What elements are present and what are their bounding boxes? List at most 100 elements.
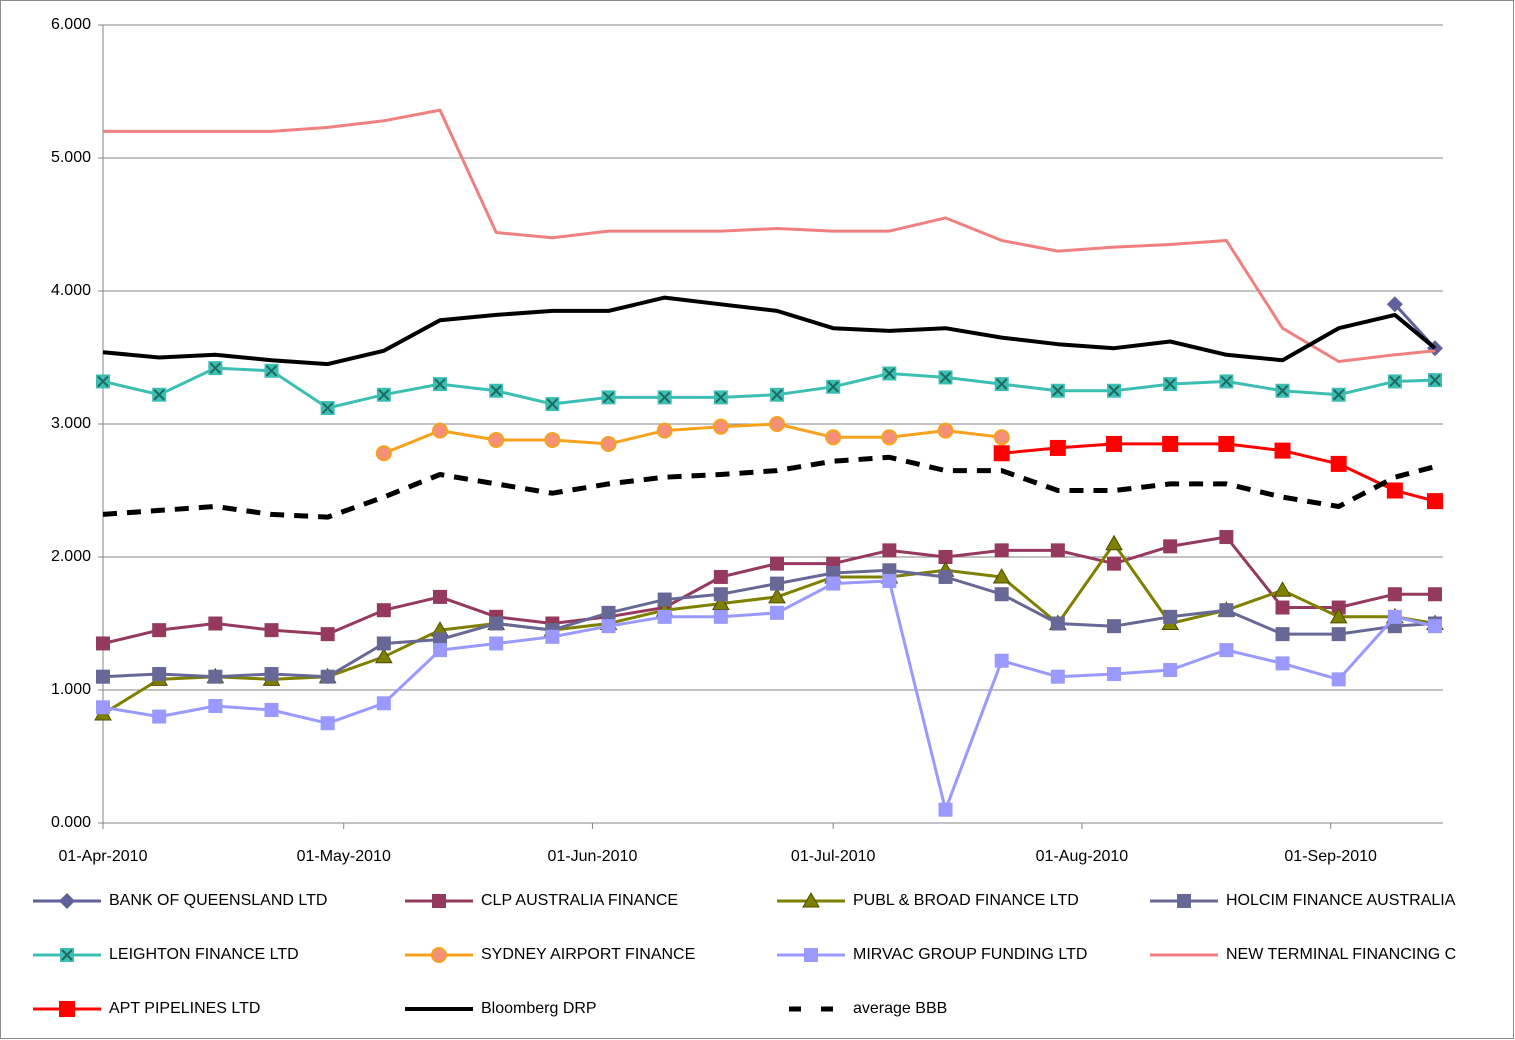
marker — [432, 894, 446, 908]
marker — [802, 891, 820, 908]
marker-cross — [1108, 385, 1120, 397]
marker — [881, 429, 898, 446]
marker — [152, 623, 167, 638]
marker — [320, 669, 335, 684]
marker — [264, 363, 279, 378]
marker — [1050, 383, 1065, 398]
marker — [1427, 587, 1442, 602]
marker — [938, 569, 953, 584]
marker — [1106, 435, 1123, 452]
marker — [375, 445, 392, 462]
marker-cross — [378, 389, 390, 401]
marker — [545, 397, 560, 412]
marker — [770, 556, 785, 571]
marker — [600, 435, 617, 452]
marker — [208, 361, 223, 376]
marker — [376, 636, 391, 651]
marker — [1050, 669, 1065, 684]
marker — [376, 387, 391, 402]
marker-cross — [490, 385, 502, 397]
marker — [1050, 543, 1065, 558]
marker-cross — [715, 391, 727, 404]
marker — [152, 387, 167, 402]
marker — [601, 605, 616, 620]
marker — [769, 416, 786, 432]
marker — [657, 390, 672, 405]
y-tick-label: 4.000 — [51, 282, 91, 299]
marker — [1107, 556, 1122, 571]
marker — [1107, 667, 1122, 682]
marker-cross — [1429, 374, 1441, 386]
marker — [208, 698, 223, 713]
marker — [374, 647, 393, 664]
marker — [376, 696, 391, 711]
marker — [770, 576, 785, 591]
marker — [1275, 627, 1290, 642]
marker — [882, 366, 897, 381]
marker — [601, 390, 616, 405]
marker — [1331, 387, 1346, 402]
marker — [1387, 609, 1402, 624]
x-tick-label: 01-Aug-2010 — [1036, 848, 1129, 865]
marker — [1107, 383, 1122, 398]
marker — [1219, 603, 1234, 618]
marker — [96, 700, 110, 715]
legend-label: Bloomberg DRP — [481, 1000, 597, 1017]
marker — [545, 629, 560, 644]
marker — [433, 632, 448, 647]
marker — [657, 609, 672, 624]
marker — [994, 543, 1009, 558]
legend-label: MIRVAC GROUP FUNDING LTD — [853, 946, 1087, 963]
marker — [1427, 373, 1442, 388]
marker — [1275, 656, 1290, 671]
marker — [59, 1001, 75, 1017]
marker-cross — [153, 389, 165, 401]
marker-cross — [546, 398, 559, 410]
marker — [713, 569, 728, 584]
marker — [489, 636, 504, 651]
marker — [320, 401, 335, 416]
series-line — [102, 295, 1437, 367]
marker — [1218, 435, 1235, 452]
marker-cross — [1164, 378, 1176, 390]
marker — [938, 802, 953, 817]
marker — [882, 563, 897, 578]
marker — [1331, 672, 1346, 687]
marker — [1275, 383, 1290, 398]
marker-cross — [265, 365, 278, 377]
marker — [152, 709, 167, 724]
x-tick-label: 01-Sep-2010 — [1284, 848, 1377, 865]
series-line — [103, 108, 1436, 363]
marker-cross — [883, 367, 896, 380]
marker — [994, 377, 1009, 392]
marker — [376, 603, 391, 618]
marker — [713, 587, 728, 602]
marker — [1105, 534, 1123, 551]
marker — [882, 543, 897, 558]
marker — [770, 605, 785, 620]
y-tick-label: 6.000 — [51, 16, 91, 33]
marker — [994, 653, 1009, 668]
marker — [1162, 435, 1179, 452]
marker — [1177, 894, 1191, 908]
marker-cross — [602, 391, 615, 404]
marker — [1107, 619, 1122, 634]
marker — [1163, 377, 1178, 392]
marker — [656, 422, 673, 439]
marker-cross — [827, 381, 839, 393]
marker-cross — [771, 389, 783, 401]
legend-label: HOLCIM FINANCE AUSTRALIA — [1226, 892, 1456, 909]
marker-cross — [97, 375, 109, 388]
marker — [938, 550, 953, 564]
marker — [1273, 581, 1292, 597]
legend-label: BANK OF QUEENSLAND LTD — [109, 892, 327, 909]
marker-cross — [1220, 375, 1233, 388]
marker-cross — [1389, 375, 1401, 388]
marker — [712, 418, 729, 435]
x-tick-label: 01-Jul-2010 — [791, 848, 876, 865]
marker-cross — [658, 391, 671, 404]
marker — [1049, 439, 1066, 456]
marker — [1219, 530, 1234, 545]
